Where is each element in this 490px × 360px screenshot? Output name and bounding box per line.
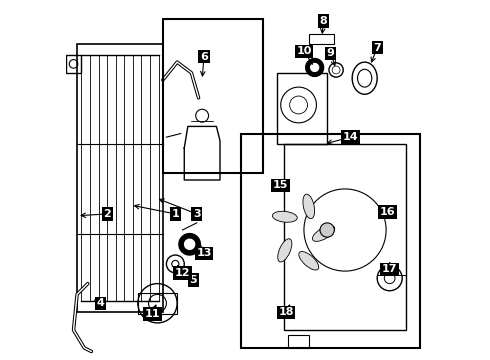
Text: 1: 1: [172, 209, 179, 219]
Text: 15: 15: [273, 180, 289, 190]
Text: 2: 2: [103, 209, 111, 219]
Text: 8: 8: [319, 16, 327, 26]
Text: 18: 18: [278, 307, 294, 317]
Ellipse shape: [313, 226, 335, 241]
Text: 16: 16: [380, 207, 396, 217]
Text: 11: 11: [145, 309, 160, 319]
Text: 13: 13: [196, 248, 212, 258]
Text: 10: 10: [296, 46, 312, 57]
Bar: [284, 144, 406, 330]
Bar: [138, 293, 177, 314]
Text: 7: 7: [373, 43, 381, 53]
Wedge shape: [306, 59, 323, 76]
Bar: [277, 73, 327, 144]
Text: 5: 5: [190, 275, 197, 285]
Bar: [66, 55, 81, 73]
Ellipse shape: [303, 194, 315, 219]
Ellipse shape: [278, 239, 292, 262]
Bar: [163, 19, 263, 173]
Ellipse shape: [272, 211, 297, 222]
Circle shape: [320, 223, 334, 237]
Text: 6: 6: [200, 52, 208, 62]
Text: 3: 3: [193, 209, 200, 219]
Bar: [309, 33, 334, 44]
Text: 4: 4: [97, 298, 104, 308]
Text: 12: 12: [175, 268, 190, 278]
Text: 14: 14: [343, 132, 358, 142]
Text: 17: 17: [382, 264, 397, 274]
Text: 9: 9: [327, 48, 335, 58]
Bar: [242, 134, 420, 348]
Wedge shape: [179, 234, 200, 255]
Ellipse shape: [299, 252, 318, 270]
Bar: [288, 336, 309, 348]
